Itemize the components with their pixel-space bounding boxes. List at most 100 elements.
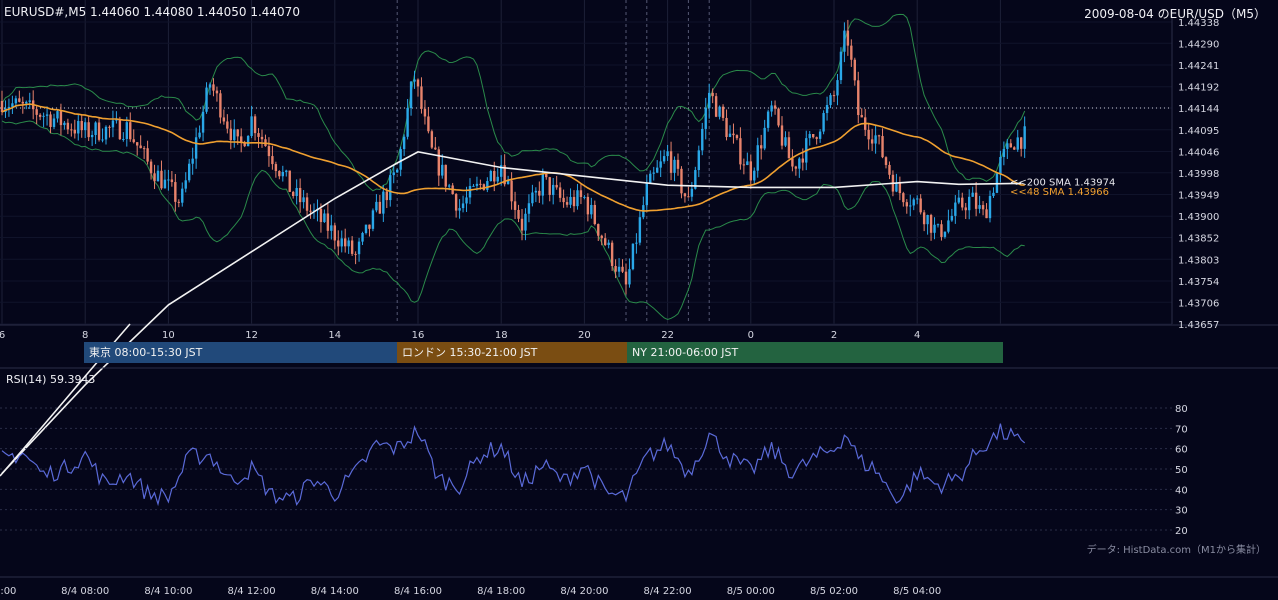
- candle-body: [423, 108, 427, 117]
- rsi-tick: 50: [1175, 465, 1188, 476]
- bollinger-upper: [1, 13, 1026, 192]
- candle-body: [524, 213, 527, 231]
- candle-body: [787, 137, 791, 159]
- moving-averages: <<200 SMA 1.43974<<48 SMA 1.43966: [1, 103, 1115, 474]
- candle-body: [330, 225, 333, 231]
- price-tick: 1.44095: [1178, 126, 1219, 137]
- candle-body: [534, 190, 538, 193]
- rsi-tick: 30: [1175, 506, 1188, 517]
- candle-body: [28, 100, 31, 102]
- price-tick: 1.43852: [1178, 234, 1219, 245]
- candle-body: [777, 108, 780, 126]
- candle-body: [718, 106, 721, 117]
- candle-body: [288, 170, 291, 192]
- hour-tick: 6: [0, 330, 5, 341]
- candle-body: [84, 122, 87, 131]
- candle-body: [517, 209, 520, 219]
- candle-body: [552, 184, 555, 195]
- candle-body: [649, 173, 652, 183]
- candle-body: [874, 135, 877, 144]
- candle-body: [368, 224, 371, 229]
- sma200-label: <<200 SMA 1.43974: [1010, 177, 1115, 188]
- candle-body: [160, 170, 163, 189]
- candle-body: [645, 182, 648, 206]
- candle-body: [66, 122, 70, 130]
- candle-body: [375, 201, 378, 211]
- candle-body: [558, 187, 562, 198]
- candle-body: [136, 142, 139, 146]
- candle-body: [631, 243, 635, 270]
- candle-body: [978, 205, 981, 209]
- candle-body: [402, 136, 406, 150]
- candle-body: [271, 156, 274, 165]
- candle-body: [177, 201, 180, 203]
- bollinger-lower: [1, 120, 1025, 321]
- time-tick: 8/4 12:00: [228, 586, 276, 597]
- symbol-ohlc-line: EURUSD#,M5 1.44060 1.44080 1.44050 1.440…: [4, 5, 300, 19]
- candle-body: [766, 111, 770, 128]
- time-axis-labels: 06:00 8/4 08:00 8/4 10:00 8/4 12:00 8/4 14:0…: [0, 586, 941, 597]
- candle-body: [236, 129, 239, 137]
- candle-body: [378, 201, 382, 214]
- candle-body: [337, 240, 340, 247]
- candle-body: [413, 79, 416, 82]
- candle-body: [101, 139, 104, 141]
- candle-body: [194, 137, 198, 159]
- candle-body: [357, 241, 361, 255]
- candle-body: [25, 101, 28, 104]
- candle-body: [728, 133, 732, 137]
- candle-body: [860, 115, 863, 118]
- candle-body: [174, 182, 177, 202]
- candle-body: [621, 266, 624, 272]
- candle-body: [583, 196, 586, 198]
- candle-body: [49, 114, 52, 127]
- candle-body: [420, 86, 423, 109]
- candle-body: [884, 157, 888, 165]
- candle-body: [565, 202, 569, 205]
- candle-body: [732, 133, 735, 136]
- candle-body: [496, 176, 499, 182]
- candle-body: [389, 175, 392, 201]
- candle-body: [406, 108, 409, 137]
- candle-body: [829, 95, 832, 106]
- rsi-line: [1, 423, 1026, 507]
- price-tick: 1.43998: [1178, 169, 1219, 180]
- candle-body: [257, 133, 260, 137]
- candle-body: [45, 114, 49, 116]
- candle-body: [21, 101, 24, 104]
- candle-body: [739, 138, 742, 165]
- hour-tick: 14: [328, 330, 341, 341]
- hour-tick: 4: [914, 330, 920, 341]
- candle-body: [472, 185, 475, 187]
- candle-body: [0, 100, 4, 113]
- candle-body: [617, 266, 621, 272]
- candle-body: [867, 129, 870, 140]
- candle-body: [319, 208, 323, 223]
- candle-body: [7, 106, 11, 109]
- candle-body: [486, 181, 489, 190]
- candle-body: [167, 179, 170, 181]
- candle-body: [340, 238, 343, 247]
- hour-tick: 8: [82, 330, 88, 341]
- candle-body: [770, 105, 773, 112]
- candle-body: [933, 224, 936, 233]
- price-tick: 1.44144: [1178, 104, 1219, 115]
- candle-body: [780, 125, 784, 146]
- price-tick: 1.43657: [1178, 320, 1219, 331]
- candle-body: [416, 79, 420, 87]
- candle-body: [97, 122, 101, 140]
- candle-body: [541, 173, 544, 196]
- candle-body: [482, 184, 486, 190]
- time-tick: 8/4 14:00: [311, 586, 359, 597]
- candle-body: [506, 180, 510, 185]
- candle-body: [749, 161, 752, 181]
- price-tick: 1.43900: [1178, 212, 1219, 223]
- time-tick: 06:00: [0, 586, 16, 597]
- candle-body: [70, 129, 73, 131]
- candle-body: [704, 107, 707, 129]
- candle-body: [163, 179, 167, 189]
- candle-body: [527, 203, 531, 214]
- candle-body: [87, 122, 90, 138]
- candle-body: [673, 159, 676, 173]
- candle-body: [676, 159, 680, 169]
